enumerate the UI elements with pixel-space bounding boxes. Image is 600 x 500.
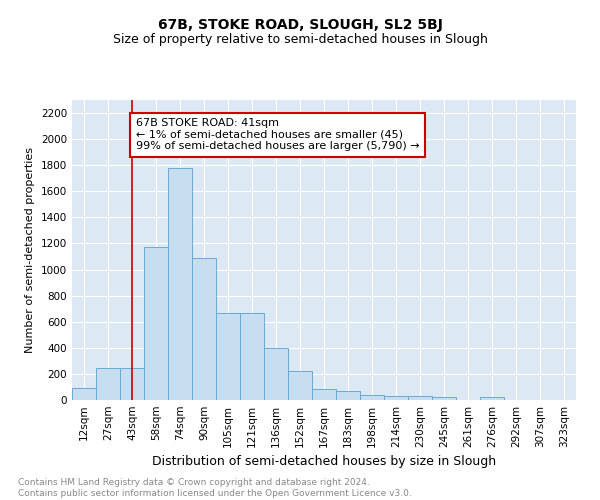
Bar <box>216 312 240 400</box>
Text: Size of property relative to semi-detached houses in Slough: Size of property relative to semi-detach… <box>113 32 487 46</box>
Bar <box>168 168 192 400</box>
Bar <box>120 368 144 400</box>
Bar <box>384 396 408 400</box>
Text: 67B STOKE ROAD: 41sqm
← 1% of semi-detached houses are smaller (45)
99% of semi-: 67B STOKE ROAD: 41sqm ← 1% of semi-detac… <box>136 118 419 152</box>
Bar <box>96 368 120 400</box>
Bar <box>312 389 336 400</box>
Text: 67B, STOKE ROAD, SLOUGH, SL2 5BJ: 67B, STOKE ROAD, SLOUGH, SL2 5BJ <box>158 18 442 32</box>
Bar <box>144 246 168 400</box>
Bar <box>240 312 264 400</box>
Bar <box>288 370 312 400</box>
Bar <box>408 396 432 400</box>
Y-axis label: Number of semi-detached properties: Number of semi-detached properties <box>25 147 35 353</box>
Bar <box>360 395 384 400</box>
Bar <box>480 398 504 400</box>
Bar <box>192 258 216 400</box>
Bar <box>432 398 456 400</box>
X-axis label: Distribution of semi-detached houses by size in Slough: Distribution of semi-detached houses by … <box>152 456 496 468</box>
Bar <box>264 348 288 400</box>
Bar <box>336 391 360 400</box>
Text: Contains HM Land Registry data © Crown copyright and database right 2024.
Contai: Contains HM Land Registry data © Crown c… <box>18 478 412 498</box>
Bar <box>72 388 96 400</box>
